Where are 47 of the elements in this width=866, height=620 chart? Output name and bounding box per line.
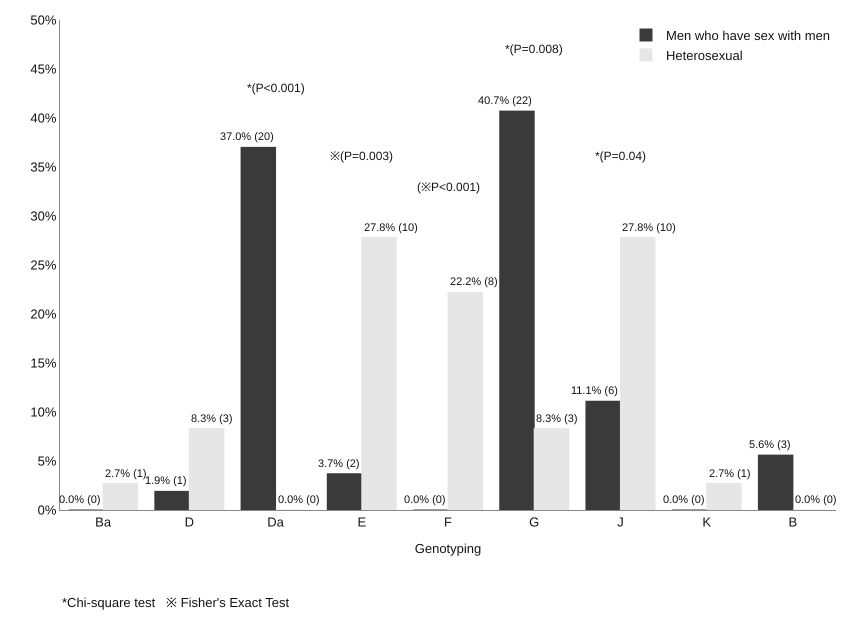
data-label: 0.0% (0) <box>404 494 446 506</box>
y-tick-label: 50% <box>30 12 57 28</box>
data-label: 8.3% (3) <box>191 413 233 425</box>
y-tick-label: 15% <box>30 356 57 371</box>
data-label: 40.7% (22) <box>478 95 532 107</box>
data-label: 37.0% (20) <box>220 131 274 143</box>
data-label: 1.9% (1) <box>145 475 187 487</box>
y-tick-label: 45% <box>30 62 57 77</box>
annotation: ※(P=0.003) <box>330 149 394 163</box>
data-label: 2.7% (1) <box>105 468 147 480</box>
data-label: 27.8% (10) <box>622 222 676 234</box>
data-label: 0.0% (0) <box>59 494 101 506</box>
y-tick-label: 5% <box>38 454 57 469</box>
y-tick-label: 30% <box>30 208 57 224</box>
y-tick-label: 25% <box>30 258 57 273</box>
data-label: 8.3% (3) <box>536 413 578 425</box>
y-tick-label: 10% <box>30 404 57 420</box>
data-label: 0.0% (0) <box>663 494 705 506</box>
x-tick-label: J <box>617 514 624 530</box>
y-tick-label: 40% <box>30 110 57 126</box>
annotation: *(P<0.001) <box>247 81 305 95</box>
legend-label: Men who have sex with men <box>666 28 830 44</box>
data-label: 22.2% (8) <box>450 276 498 288</box>
x-tick-label: B <box>788 514 798 530</box>
x-tick-label: F <box>444 514 452 530</box>
x-tick-label: E <box>357 514 366 530</box>
annotation: *(P=0.04) <box>595 149 646 163</box>
annotation: (※P<0.001) <box>417 180 480 194</box>
y-tick-label: 0% <box>38 502 57 518</box>
x-axis-title: Genotyping <box>414 541 482 556</box>
data-label: 0.0% (0) <box>278 494 320 506</box>
x-tick-label: K <box>702 514 712 530</box>
data-label: 3.7% (2) <box>318 458 360 470</box>
y-tick-label: 20% <box>30 306 57 322</box>
data-label: 11.1% (6) <box>571 385 618 397</box>
x-tick-label: Da <box>267 514 285 530</box>
x-tick-label: D <box>184 514 194 530</box>
text: *Chi-square test ※ Fisher's Exact Test <box>62 595 290 610</box>
y-tick-label: 35% <box>30 160 57 175</box>
annotation: *(P=0.008) <box>505 42 563 56</box>
data-label: 0.0% (0) <box>795 494 837 506</box>
legend-label: Heterosexual <box>666 48 743 63</box>
x-tick-label: Ba <box>95 514 112 530</box>
x-tick-label: G <box>529 514 540 530</box>
data-label: 5.6% (3) <box>749 439 791 451</box>
data-label: 2.7% (1) <box>709 468 751 480</box>
data-label: 27.8% (10) <box>364 222 418 234</box>
